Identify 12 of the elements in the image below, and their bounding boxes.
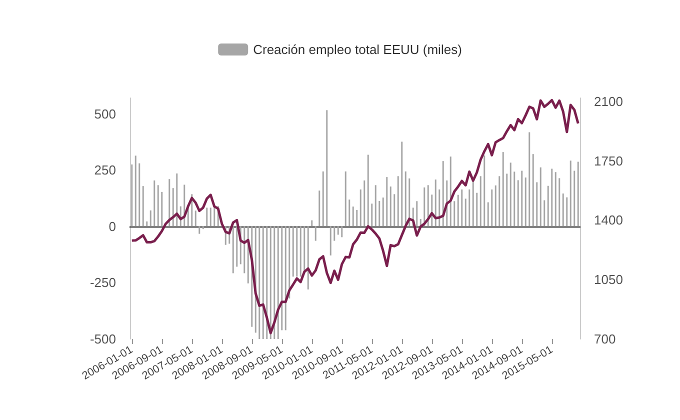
y2-tick-label: 1050 [594,272,623,288]
y2-tick-label: 1400 [594,212,623,228]
y-tick-label: -500 [90,332,116,346]
y-tick-label: 500 [94,106,116,122]
legend-label: Creación empleo total EEUU (miles) [253,42,462,57]
y2-tick-label: 700 [594,332,616,346]
y2-tick-label: 1750 [594,153,623,168]
y-tick-label: 0 [108,218,116,234]
y-tick-label: 250 [94,162,116,178]
y2-tick-label: 2100 [594,94,623,109]
line-series [130,98,580,334]
y-tick-label: -250 [90,275,116,290]
